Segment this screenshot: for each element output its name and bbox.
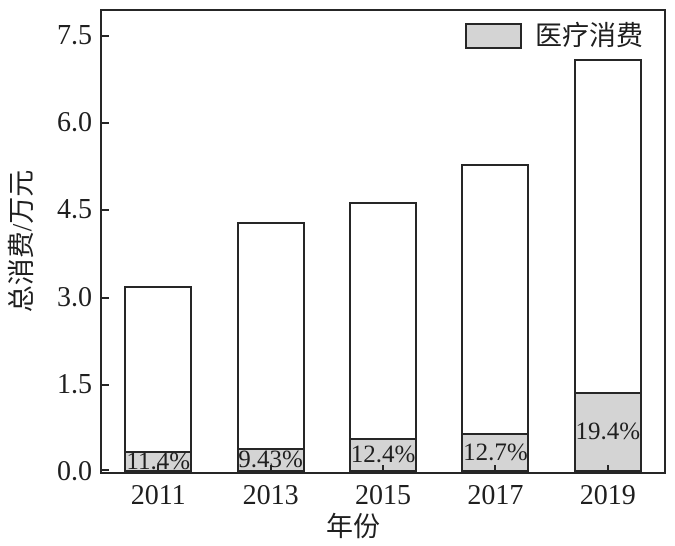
x-tick-label-2015: 2015 xyxy=(355,480,411,511)
bar-total-2017 xyxy=(461,163,530,472)
bar-total-2013 xyxy=(236,222,305,472)
x-tick-label-2011: 2011 xyxy=(130,480,186,511)
y-tick-label-4.5: 4.5 xyxy=(57,194,92,226)
y-tick-label-1.5: 1.5 xyxy=(57,368,92,400)
legend-label: 医疗消费 xyxy=(535,21,643,51)
x-tick-mark xyxy=(606,465,609,472)
percent-label-2019: 19.4% xyxy=(575,417,641,445)
y-tick-mark xyxy=(102,122,109,125)
y-tick-label-0.0: 0.0 xyxy=(57,456,92,487)
y-tick-label-7.5: 7.5 xyxy=(57,19,92,51)
x-tick-mark xyxy=(157,465,160,472)
x-tick-mark xyxy=(494,465,497,472)
legend-swatch-medical xyxy=(465,23,522,49)
x-tick-mark xyxy=(269,465,272,472)
bar-total-2011 xyxy=(124,285,193,472)
y-tick-mark xyxy=(102,296,109,299)
percent-label-2013: 9.43% xyxy=(238,446,303,474)
percent-label-2015: 12.4% xyxy=(350,441,416,469)
x-axis-title: 年份 xyxy=(326,512,380,542)
x-tick-mark xyxy=(382,465,384,472)
bar-total-2015 xyxy=(349,201,417,472)
y-tick-label-6.0: 6.0 xyxy=(57,107,92,139)
y-tick-mark xyxy=(102,209,109,212)
plot-inner: 医疗消费 11.4% 9.43% 12.4% 12.7% 19.4% xyxy=(102,11,664,475)
percent-label-2011: 11.4% xyxy=(126,447,191,475)
y-tick-mark xyxy=(102,469,109,471)
x-tick-label-2019: 2019 xyxy=(579,480,636,511)
y-tick-mark xyxy=(102,34,109,37)
plot-area: 医疗消费 11.4% 9.43% 12.4% 12.7% 19.4% xyxy=(100,9,666,475)
legend: 医疗消费 xyxy=(465,21,643,51)
y-tick-mark xyxy=(102,383,109,386)
x-tick-label-2013: 2013 xyxy=(242,480,299,511)
y-tick-label-3.0: 3.0 xyxy=(57,281,92,313)
percent-label-2017: 12.7% xyxy=(463,438,528,466)
x-tick-label-2017: 2017 xyxy=(467,480,524,511)
